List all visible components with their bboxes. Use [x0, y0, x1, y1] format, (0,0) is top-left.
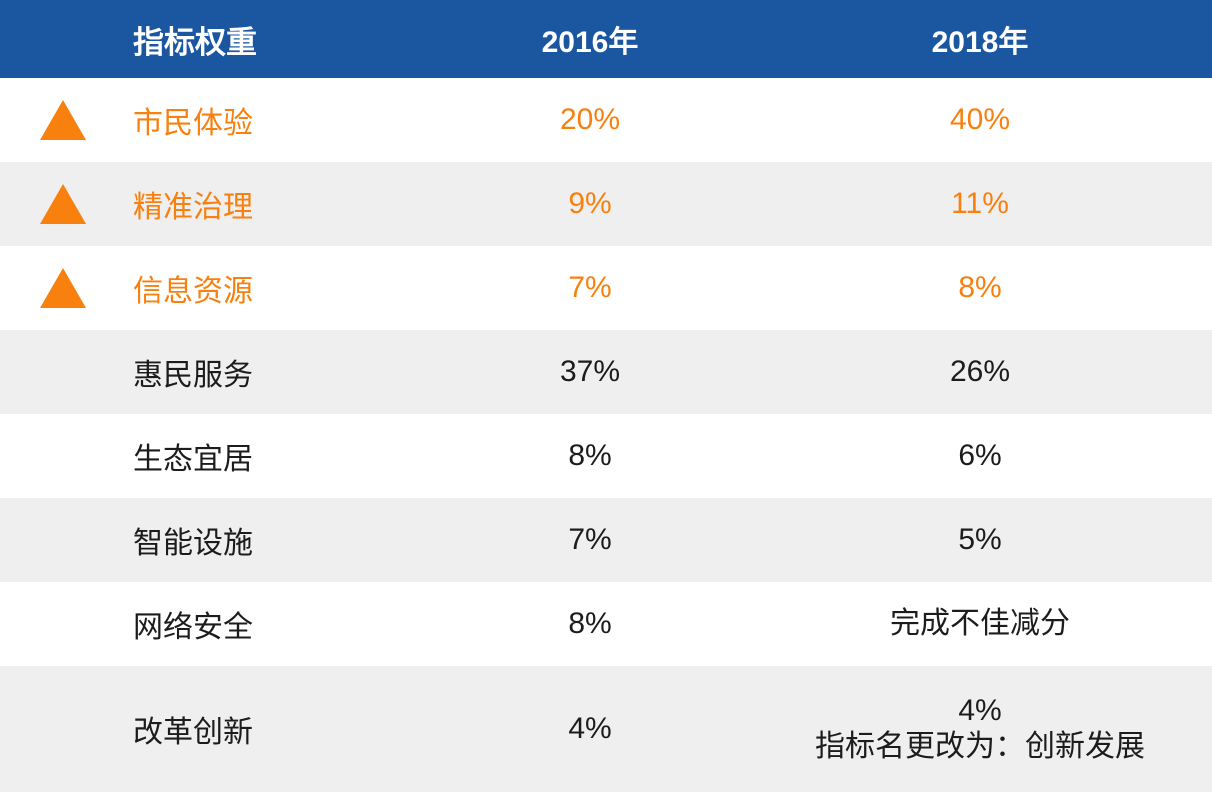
- indicator-cell: 惠民服务: [0, 350, 390, 394]
- value-2018: 4%: [958, 694, 1002, 727]
- value-2018: 26%: [949, 355, 1011, 388]
- value-2018-cell: 8%: [790, 270, 1212, 306]
- indicator-cell: 市民体验: [0, 98, 390, 142]
- row-label: 信息资源: [133, 275, 253, 308]
- value-2018-cell: 26%: [790, 354, 1212, 390]
- row-label: 精准治理: [133, 191, 253, 224]
- value-2018-cell: 完成不佳减分: [790, 606, 1212, 642]
- value-2016: 37%: [559, 355, 621, 388]
- value-2018: 6%: [958, 439, 1002, 472]
- value-2016: 8%: [568, 439, 612, 472]
- value-2016: 4%: [568, 712, 612, 745]
- table-row: 市民体验 20% 40%: [0, 78, 1212, 162]
- table-row: 信息资源 7% 8%: [0, 246, 1212, 330]
- indicator-cell: 改革创新: [0, 707, 390, 751]
- value-2018-cell: 4% 指标名更改为：创新发展: [790, 693, 1212, 765]
- indicator-cell: 智能设施: [0, 518, 390, 562]
- table-row: 精准治理 9% 11%: [0, 162, 1212, 246]
- value-2016: 20%: [559, 103, 621, 136]
- row-label: 市民体验: [133, 107, 253, 140]
- value-2016: 9%: [568, 187, 612, 220]
- value-2018-cell: 40%: [790, 102, 1212, 138]
- triangle-up-icon: [40, 184, 86, 224]
- value-2018-cell: 6%: [790, 438, 1212, 474]
- table-row: 惠民服务 37% 26%: [0, 330, 1212, 414]
- header-col-indicator: 指标权重: [0, 17, 390, 62]
- indicator-cell: 网络安全: [0, 602, 390, 646]
- indicator-cell: 生态宜居: [0, 434, 390, 478]
- value-2018-cell: 5%: [790, 522, 1212, 558]
- header-col-2016: 2016年: [541, 26, 639, 59]
- table-row: 网络安全 8% 完成不佳减分: [0, 582, 1212, 666]
- row-label: 智能设施: [133, 527, 253, 560]
- row-label: 生态宜居: [133, 443, 253, 476]
- row-label: 惠民服务: [133, 359, 253, 392]
- value-2018: 40%: [949, 103, 1011, 136]
- value-2016: 7%: [568, 271, 612, 304]
- indicator-cell: 信息资源: [0, 266, 390, 310]
- triangle-up-icon: [40, 268, 86, 308]
- value-2018: 5%: [958, 523, 1002, 556]
- value-2018-cell: 11%: [790, 186, 1212, 222]
- header-indicator-label: 指标权重: [133, 24, 257, 60]
- value-2018: 11%: [951, 187, 1009, 220]
- indicator-cell: 精准治理: [0, 182, 390, 226]
- value-2018: 完成不佳减分: [890, 607, 1070, 640]
- value-2016: 7%: [568, 523, 612, 556]
- table-row: 智能设施 7% 5%: [0, 498, 1212, 582]
- value-2018-note: 指标名更改为：创新发展: [815, 730, 1145, 763]
- table-row: 改革创新 4% 4% 指标名更改为：创新发展: [0, 666, 1212, 792]
- header-col-2018: 2018年: [931, 26, 1029, 59]
- triangle-up-icon: [40, 100, 86, 140]
- table-row: 生态宜居 8% 6%: [0, 414, 1212, 498]
- value-2018: 8%: [958, 271, 1002, 304]
- row-label: 网络安全: [133, 611, 253, 644]
- value-2016: 8%: [568, 607, 612, 640]
- table-header-row: 指标权重 2016年 2018年: [0, 0, 1212, 78]
- row-label: 改革创新: [133, 716, 253, 749]
